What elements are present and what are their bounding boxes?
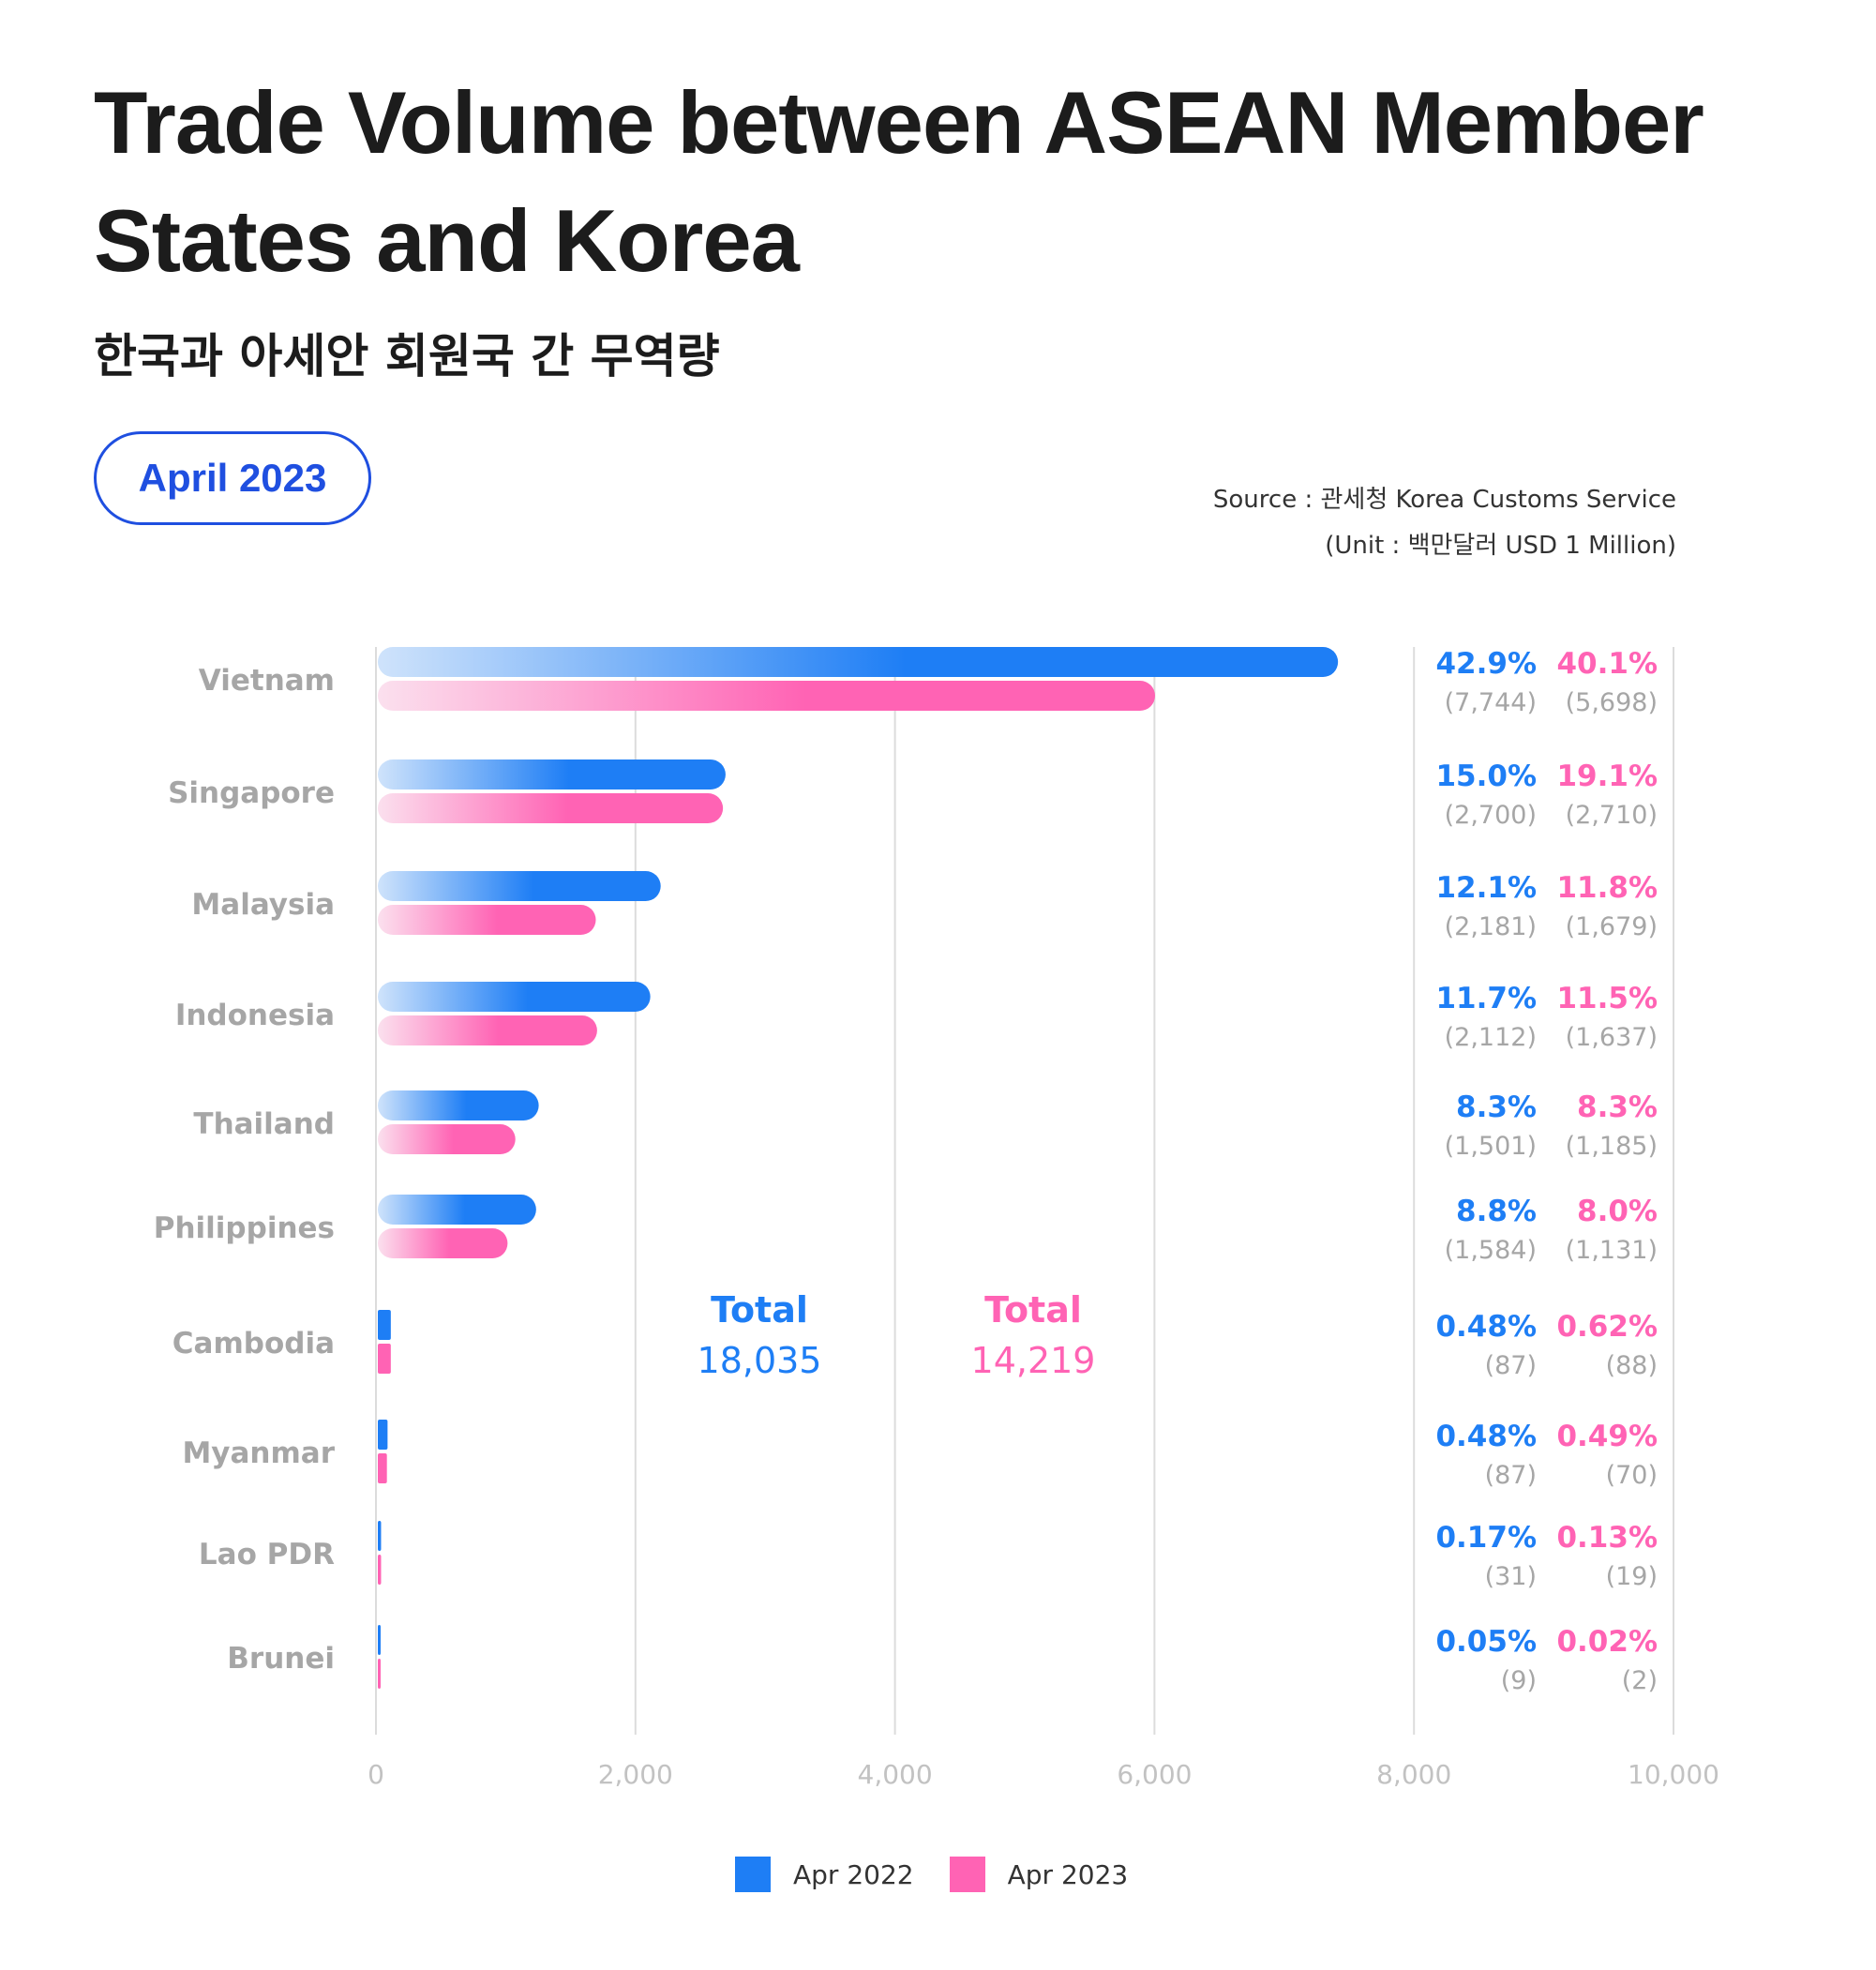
- share-label-2022: 0.48%: [1435, 1310, 1537, 1344]
- value-label-2023: (5,698): [1566, 688, 1658, 717]
- bar-apr-2023: [378, 1015, 597, 1045]
- bar-apr-2022: [378, 1195, 536, 1225]
- value-label-2023: (1,185): [1566, 1132, 1658, 1161]
- category-label: Cambodia: [173, 1327, 335, 1361]
- share-label-2023: 0.13%: [1556, 1521, 1658, 1555]
- share-label-2022: 8.8%: [1456, 1195, 1537, 1228]
- source-note: Source : 관세청 Korea Customs Service: [1212, 486, 1676, 514]
- category-label: Indonesia: [175, 999, 335, 1032]
- share-label-2022: 0.05%: [1435, 1625, 1537, 1659]
- x-tick-label: 6,000: [1117, 1759, 1192, 1790]
- bar-apr-2023: [378, 681, 1156, 711]
- share-label-2023: 0.02%: [1556, 1625, 1658, 1659]
- chart-title: Trade Volume between ASEAN Member States…: [94, 73, 1704, 290]
- share-label-2022: 42.9%: [1435, 647, 1537, 681]
- total-2023-label: Total: [984, 1289, 1082, 1331]
- legend-item-2023: Apr 2023: [949, 1857, 1129, 1892]
- share-label-2023: 8.0%: [1577, 1195, 1658, 1228]
- category-label: Singapore: [168, 776, 335, 810]
- value-label-2023: (1,637): [1566, 1023, 1658, 1052]
- share-label-2022: 15.0%: [1435, 759, 1537, 793]
- bar-apr-2022: [378, 647, 1339, 677]
- legend: Apr 2022 Apr 2023: [735, 1857, 1163, 1892]
- category-label: Lao PDR: [199, 1538, 335, 1571]
- legend-swatch-2022: [735, 1857, 771, 1892]
- value-label-2022: (2,181): [1445, 912, 1537, 941]
- bar-apr-2023: [378, 1659, 381, 1689]
- share-label-2022: 8.3%: [1456, 1090, 1537, 1124]
- value-label-2022: (87): [1485, 1351, 1537, 1380]
- x-tick-label: 0: [368, 1759, 384, 1790]
- share-label-2023: 0.62%: [1556, 1310, 1658, 1344]
- category-label: Philippines: [154, 1211, 335, 1245]
- value-label-2022: (7,744): [1445, 688, 1537, 717]
- value-label-2022: (2,700): [1445, 801, 1537, 830]
- share-label-2023: 8.3%: [1577, 1090, 1658, 1124]
- bar-apr-2023: [378, 1453, 387, 1483]
- category-label: Thailand: [193, 1107, 335, 1141]
- x-tick-label: 10,000: [1628, 1759, 1719, 1790]
- value-label-2022: (1,584): [1445, 1236, 1537, 1265]
- total-2022-label: Total: [711, 1289, 808, 1331]
- value-label-2022: (87): [1485, 1461, 1537, 1490]
- legend-label-2023: Apr 2023: [1007, 1858, 1129, 1890]
- value-label-2023: (1,679): [1566, 912, 1658, 941]
- value-label-2023: (2,710): [1566, 801, 1658, 830]
- unit-note: (Unit : 백만달러 USD 1 Million): [1325, 532, 1676, 560]
- value-label-2023: (19): [1606, 1562, 1658, 1591]
- bar-apr-2022: [378, 1090, 539, 1120]
- bar-apr-2023: [378, 793, 724, 823]
- total-2023-value: 14,219: [970, 1340, 1096, 1381]
- legend-item-2022: Apr 2022: [735, 1857, 914, 1892]
- legend-label-2022: Apr 2022: [793, 1858, 914, 1890]
- total-2022: Total 18,035: [675, 1289, 844, 1381]
- bar-apr-2023: [378, 905, 596, 935]
- x-tick-label: 4,000: [858, 1759, 933, 1790]
- value-label-2023: (2): [1622, 1666, 1658, 1695]
- value-label-2023: (1,131): [1566, 1236, 1658, 1265]
- legend-swatch-2023: [949, 1857, 985, 1892]
- share-label-2023: 0.49%: [1556, 1420, 1658, 1453]
- bar-apr-2022: [378, 759, 726, 790]
- bar-apr-2022: [378, 1521, 382, 1551]
- category-label: Malaysia: [191, 888, 335, 922]
- share-label-2023: 19.1%: [1556, 759, 1658, 793]
- value-label-2022: (2,112): [1445, 1023, 1537, 1052]
- share-label-2022: 0.48%: [1435, 1420, 1537, 1453]
- bar-apr-2023: [378, 1555, 382, 1585]
- bar-apr-2022: [378, 1625, 381, 1655]
- category-label: Brunei: [227, 1642, 335, 1676]
- share-label-2023: 11.8%: [1556, 871, 1658, 905]
- category-label: Myanmar: [182, 1436, 335, 1470]
- value-label-2023: (70): [1606, 1461, 1658, 1490]
- share-label-2023: 40.1%: [1556, 647, 1658, 681]
- bar-apr-2022: [378, 982, 651, 1012]
- x-tick-label: 2,000: [598, 1759, 673, 1790]
- share-label-2022: 11.7%: [1435, 982, 1537, 1015]
- share-label-2022: 0.17%: [1435, 1521, 1537, 1555]
- bar-apr-2023: [378, 1228, 508, 1258]
- bar-apr-2022: [378, 1420, 388, 1450]
- bar-apr-2022: [378, 1310, 391, 1340]
- value-label-2023: (88): [1606, 1351, 1658, 1380]
- value-label-2022: (1,501): [1445, 1132, 1537, 1161]
- value-label-2022: (31): [1485, 1562, 1537, 1591]
- total-2023: Total 14,219: [949, 1289, 1118, 1381]
- date-badge: April 2023: [94, 431, 371, 525]
- share-label-2022: 12.1%: [1435, 871, 1537, 905]
- chart-subtitle: 한국과 아세안 회원국 간 무역량: [94, 329, 720, 383]
- bar-apr-2023: [378, 1344, 391, 1374]
- total-2022-value: 18,035: [697, 1340, 822, 1381]
- category-label: Vietnam: [199, 664, 335, 698]
- bar-apr-2023: [378, 1124, 516, 1154]
- value-label-2022: (9): [1501, 1666, 1537, 1695]
- x-tick-label: 8,000: [1376, 1759, 1451, 1790]
- bar-apr-2022: [378, 871, 661, 901]
- share-label-2023: 11.5%: [1556, 982, 1658, 1015]
